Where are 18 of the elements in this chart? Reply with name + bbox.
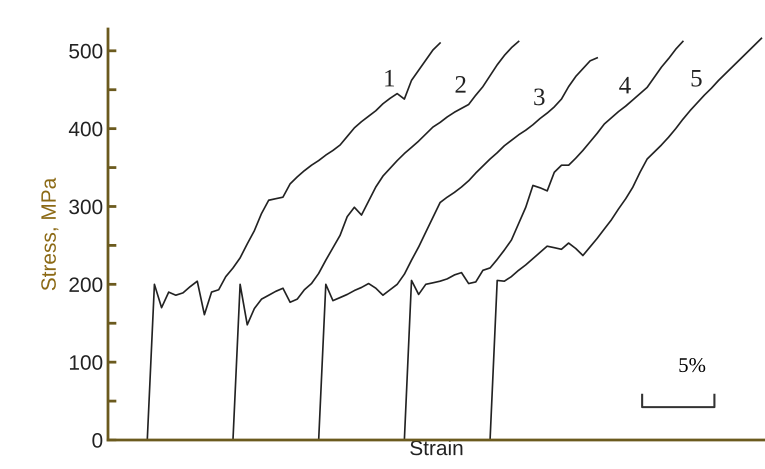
y-axis-title: Stress, MPa xyxy=(41,178,58,290)
series-label: 1 xyxy=(385,70,394,86)
series-label: 3 xyxy=(534,88,545,106)
y-tick-label: 500 xyxy=(69,44,102,59)
y-tick-label: 100 xyxy=(70,355,102,370)
line-series xyxy=(146,42,441,440)
series-label: 2 xyxy=(456,76,466,93)
y-tick-label: 400 xyxy=(68,122,102,136)
line-series xyxy=(232,40,520,440)
series-label: 4 xyxy=(619,76,631,94)
y-tick-label: 0 xyxy=(92,433,102,448)
x-axis-title: Strain xyxy=(410,440,462,456)
y-tick-label: 200 xyxy=(69,277,102,292)
annotation: 5% xyxy=(679,358,706,372)
line-series xyxy=(318,56,598,440)
y-tick-label: 300 xyxy=(69,199,102,214)
series-label: 5 xyxy=(692,70,702,87)
line-series xyxy=(489,38,762,440)
